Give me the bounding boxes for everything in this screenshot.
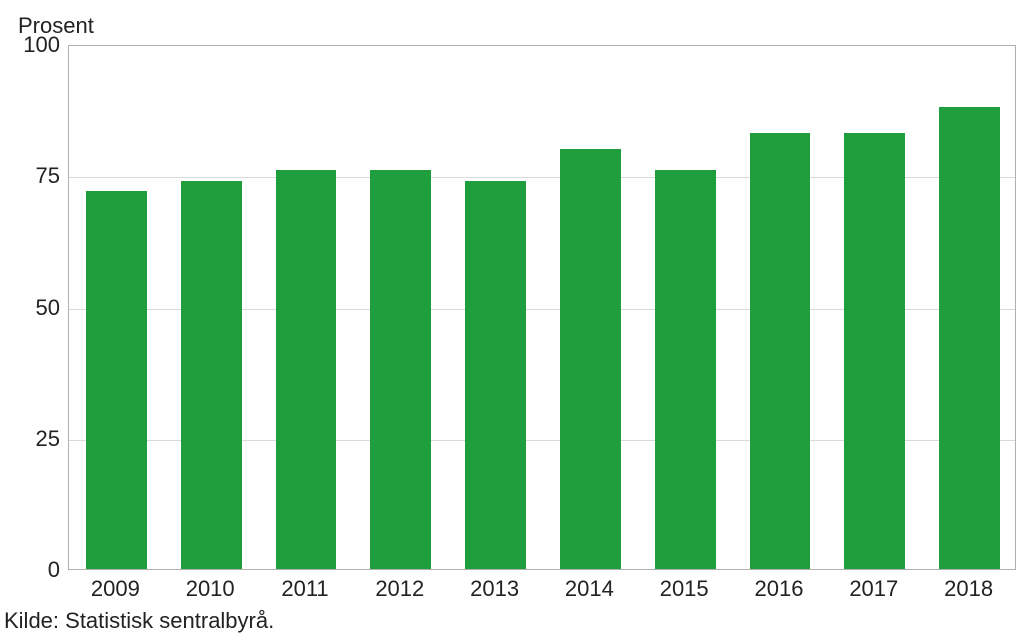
x-tick-label: 2011: [281, 576, 328, 602]
x-tick-label: 2009: [91, 576, 140, 602]
x-tick-label: 2015: [660, 576, 709, 602]
bar: [750, 133, 811, 569]
x-tick-label: 2013: [470, 576, 519, 602]
y-tick-label: 50: [10, 295, 60, 321]
x-tick-label: 2016: [755, 576, 804, 602]
x-tick-label: 2017: [849, 576, 898, 602]
y-tick-label: 0: [10, 557, 60, 583]
source-text: Kilde: Statistisk sentralbyrå.: [4, 608, 274, 634]
x-tick-label: 2018: [944, 576, 993, 602]
bar: [655, 170, 716, 569]
x-tick-label: 2012: [375, 576, 424, 602]
chart-container: Prosent Kilde: Statistisk sentralbyrå. 0…: [0, 0, 1024, 635]
y-tick-label: 100: [10, 32, 60, 58]
y-tick-label: 75: [10, 163, 60, 189]
x-tick-label: 2010: [186, 576, 235, 602]
y-tick-label: 25: [10, 426, 60, 452]
bar: [844, 133, 905, 569]
bar: [560, 149, 621, 569]
bar: [181, 181, 242, 570]
bar: [465, 181, 526, 570]
x-tick-label: 2014: [565, 576, 614, 602]
bar: [370, 170, 431, 569]
bar: [939, 107, 1000, 569]
bar: [86, 191, 147, 569]
bar: [276, 170, 337, 569]
plot-area: [68, 45, 1016, 570]
